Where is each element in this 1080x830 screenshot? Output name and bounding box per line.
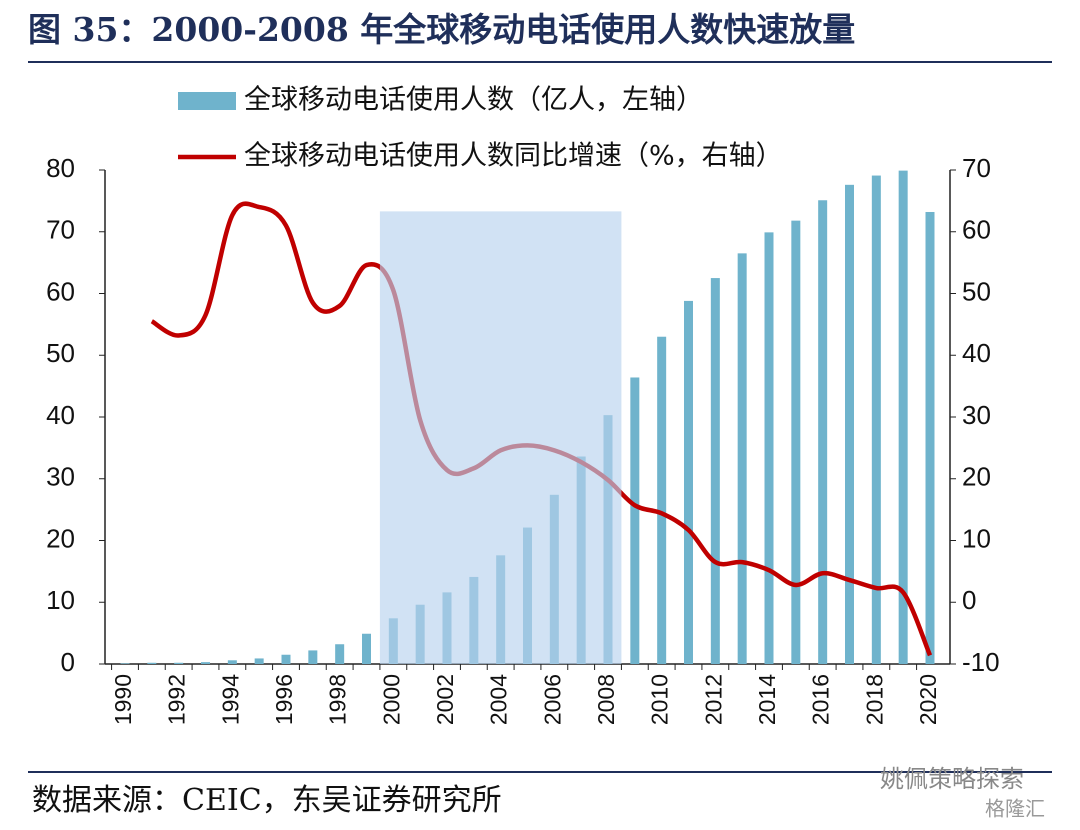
x-tick-label: 1990: [110, 674, 136, 725]
y2-tick-label: 60: [962, 215, 991, 245]
x-tick-label: 2000: [378, 674, 404, 725]
x-tick-label: 2006: [539, 674, 565, 725]
bar: [335, 644, 345, 664]
bar: [174, 662, 184, 664]
y-tick-label: 30: [46, 462, 75, 492]
x-tick-label: 2014: [754, 674, 780, 725]
bar: [764, 232, 774, 664]
y2-tick-label: 0: [962, 585, 976, 615]
y2-tick-label: 30: [962, 400, 991, 430]
legend-swatch: [178, 92, 236, 110]
x-tick-label: 2018: [861, 674, 887, 725]
x-tick-label: 2002: [432, 674, 458, 725]
bar: [684, 300, 693, 664]
bar: [791, 220, 801, 664]
y2-tick-label: 20: [962, 462, 991, 492]
bar: [898, 170, 908, 664]
bar: [147, 662, 157, 664]
x-tick-label: 2012: [700, 674, 726, 725]
bar: [871, 175, 881, 664]
x-tick-label: 1994: [217, 674, 243, 725]
bar: [201, 662, 210, 664]
x-tick-label: 2020: [915, 674, 941, 725]
bar: [120, 663, 130, 664]
highlight-band: [379, 211, 622, 664]
x-tick-label: 2004: [486, 674, 512, 725]
y-tick-label: 0: [61, 647, 75, 677]
legend-label: 全球移动电话使用人数同比增速（%，右轴）: [244, 141, 783, 172]
watermark: 格隆汇: [985, 797, 1045, 821]
bar: [657, 336, 667, 664]
y-tick-label: 40: [46, 400, 75, 430]
bar: [710, 278, 720, 664]
y-tick-label: 60: [46, 276, 75, 306]
y-tick-label: 80: [46, 153, 75, 183]
bar: [281, 654, 291, 664]
x-tick-label: 1992: [164, 674, 190, 725]
x-tick-label: 2008: [593, 674, 619, 725]
x-tick-label: 1996: [271, 674, 297, 725]
bar: [227, 660, 237, 664]
y2-tick-label: 50: [962, 276, 991, 306]
x-tick-label: 2010: [647, 674, 673, 725]
source: 数据来源：CEIC，东吴证券研究所: [32, 783, 502, 818]
bar: [925, 211, 935, 665]
y-tick-label: 20: [46, 523, 75, 553]
y-tick-label: 70: [46, 215, 75, 245]
y2-tick-label: 40: [962, 338, 991, 368]
chart-title: 图 35：2000-2008 年全球移动电话使用人数快速放量: [28, 10, 855, 49]
y-tick-label: 10: [46, 585, 75, 615]
watermark: 姚佩策略探索: [880, 765, 1024, 793]
bar: [845, 184, 854, 664]
bar: [737, 253, 747, 665]
legend-label: 全球移动电话使用人数（亿人，左轴）: [244, 85, 703, 116]
y2-tick-label: -10: [962, 647, 1000, 677]
y2-tick-label: 10: [962, 523, 991, 553]
bar: [254, 658, 264, 664]
y-tick-label: 50: [46, 338, 75, 368]
bar: [630, 377, 640, 664]
bar: [818, 200, 828, 664]
x-tick-label: 1998: [325, 674, 351, 725]
y2-tick-label: 70: [962, 153, 991, 183]
bar: [362, 633, 371, 664]
bar: [308, 650, 318, 664]
x-tick-label: 2016: [808, 674, 834, 725]
